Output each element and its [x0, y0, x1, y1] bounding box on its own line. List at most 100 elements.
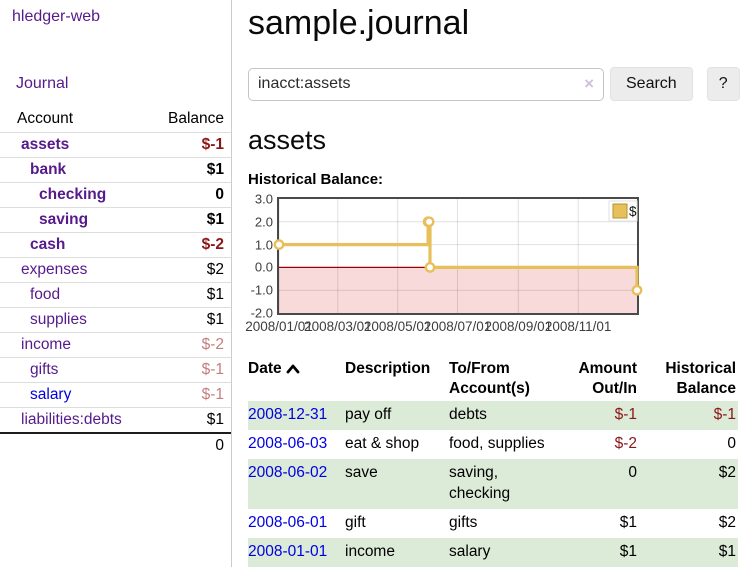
accounts-cell: gifts	[449, 514, 478, 532]
chart-y-axis: 3.0 2.0 1.0 0.0 -1.0 -2.0	[248, 192, 273, 321]
clear-search-icon[interactable]: ×	[584, 73, 594, 93]
account-link[interactable]: liabilities:debts	[21, 411, 122, 428]
account-balance: 0	[215, 186, 224, 203]
balance-cell: $1	[718, 542, 736, 560]
column-header-date[interactable]: Date	[248, 357, 345, 401]
description-cell: pay off	[345, 406, 392, 424]
search-bar: × Search ?	[248, 67, 742, 102]
account-link[interactable]: bank	[30, 161, 67, 178]
chart-x-axis: 2008/01/01 2008/03/01 2008/05/01 2008/07/01…	[245, 319, 639, 336]
amount-cell: $-2	[614, 435, 637, 453]
account-balance: $2	[206, 261, 224, 278]
app-window: hledger-web Journal Account Balance asse…	[0, 0, 742, 567]
account-row: checking 0	[0, 182, 231, 208]
account-link[interactable]: checking	[39, 186, 107, 203]
data-point-marker	[423, 216, 435, 228]
accounts-total-row: 0	[0, 433, 231, 458]
x-tick-label: 2008/11/01	[544, 319, 612, 335]
data-point-marker	[273, 239, 285, 251]
account-row: cash $-2	[0, 232, 231, 258]
register-header-row: Date Description To/From Account(s) Amount …	[248, 357, 738, 401]
account-link[interactable]: cash	[30, 236, 66, 253]
balance-cell: $-1	[713, 406, 736, 424]
search-input[interactable]	[248, 67, 604, 101]
date-cell: 2008-06-01	[248, 509, 345, 538]
negative-region	[279, 267, 637, 314]
balance-cell: $2	[718, 514, 736, 532]
accounts-header-balance: Balance	[167, 110, 224, 127]
accounts-header-row: Account Balance	[0, 107, 231, 133]
transaction-row: 2008-06-01 gift gifts $1 $2	[248, 509, 738, 538]
y-tick-label: 1.0	[254, 237, 273, 253]
register-table: Date Description To/From Account(s) Amount …	[248, 357, 738, 567]
date-cell: 2008-06-02	[248, 459, 345, 509]
search-button[interactable]: Search	[610, 67, 693, 102]
y-tick-label: 3.0	[254, 191, 273, 207]
account-link[interactable]: saving	[39, 211, 89, 228]
y-tick-label: 0.0	[254, 259, 273, 275]
account-link[interactable]: salary	[30, 386, 72, 403]
accounts-cell: salary	[449, 542, 491, 560]
legend-label: $	[629, 204, 637, 219]
legend-swatch	[612, 203, 628, 219]
account-link[interactable]: income	[21, 336, 71, 353]
transaction-date-link[interactable]: 2008-06-02	[248, 464, 328, 482]
account-balance: $1	[206, 411, 224, 428]
chart-title: Historical Balance:	[248, 171, 384, 189]
accounts-cell: food, supplies	[449, 435, 545, 453]
account-row: liabilities:debts $1	[0, 407, 231, 434]
accounts-header-account: Account	[17, 110, 74, 127]
account-balance: $-1	[201, 136, 224, 153]
account-link[interactable]: supplies	[30, 311, 87, 328]
column-header-to-from-account-s: To/From Account(s)	[449, 360, 530, 398]
column-header-amount-out-in: Amount Out/In	[578, 360, 637, 398]
app-title-link[interactable]: hledger-web	[12, 8, 101, 25]
date-cell: 2008-12-31	[248, 401, 345, 430]
account-link[interactable]: assets	[21, 136, 70, 153]
accounts-cell: saving, checking	[449, 464, 511, 503]
account-balance: $-2	[201, 336, 224, 353]
account-balance: $-1	[201, 386, 224, 403]
accounts-cell: debts	[449, 406, 487, 424]
sort-ascending-icon	[286, 364, 300, 374]
data-point-marker	[424, 262, 436, 273]
transaction-row: 2008-06-03 eat & shop food, supplies $-2 0	[248, 430, 738, 459]
transaction-date-link[interactable]: 2008-01-01	[248, 542, 328, 560]
account-row: salary $-1	[0, 382, 231, 408]
account-row: income $-2	[0, 332, 231, 358]
balance-cell: $2	[718, 464, 736, 482]
column-header-description: Description	[345, 360, 431, 378]
account-balance: $1	[206, 286, 224, 303]
amount-cell: $1	[619, 542, 637, 560]
account-row: supplies $1	[0, 307, 231, 333]
y-tick-label: 2.0	[254, 214, 273, 230]
main-content: sample.journal × Search ? assets Histori…	[232, 0, 742, 567]
sidebar: hledger-web Journal Account Balance asse…	[0, 0, 232, 567]
transaction-row: 2008-06-02 save saving, checking 0 $2	[248, 459, 738, 510]
help-button[interactable]: ?	[706, 67, 740, 102]
account-balance: $1	[206, 311, 224, 328]
account-row: bank $1	[0, 157, 231, 183]
account-heading: assets	[248, 125, 327, 156]
accounts-table: Account Balance assets $-1 bank $1 checking 0…	[0, 107, 231, 458]
account-link[interactable]: gifts	[30, 361, 59, 378]
account-link[interactable]: food	[30, 286, 61, 303]
amount-cell: 0	[628, 464, 637, 482]
transaction-date-link[interactable]: 2008-06-01	[248, 514, 328, 532]
date-cell: 2008-06-03	[248, 430, 345, 459]
amount-cell: $1	[619, 514, 637, 532]
sidebar-item-journal[interactable]: Journal	[16, 75, 69, 92]
chart-plot-area: $	[273, 197, 643, 316]
description-cell: income	[345, 542, 395, 560]
description-cell: save	[345, 464, 378, 482]
x-tick-label: 2008/03/01	[304, 319, 372, 335]
page-title: sample.journal	[248, 4, 470, 42]
transaction-row: 2008-12-31 pay off debts $-1 $-1	[248, 401, 738, 431]
account-link[interactable]: expenses	[21, 261, 88, 278]
account-balance: $1	[206, 211, 224, 228]
transaction-date-link[interactable]: 2008-06-03	[248, 435, 328, 453]
accounts-total: 0	[215, 437, 224, 454]
transaction-date-link[interactable]: 2008-12-31	[248, 406, 328, 424]
x-tick-label: 2008/09/01	[484, 319, 553, 335]
account-row: expenses $2	[0, 257, 231, 283]
